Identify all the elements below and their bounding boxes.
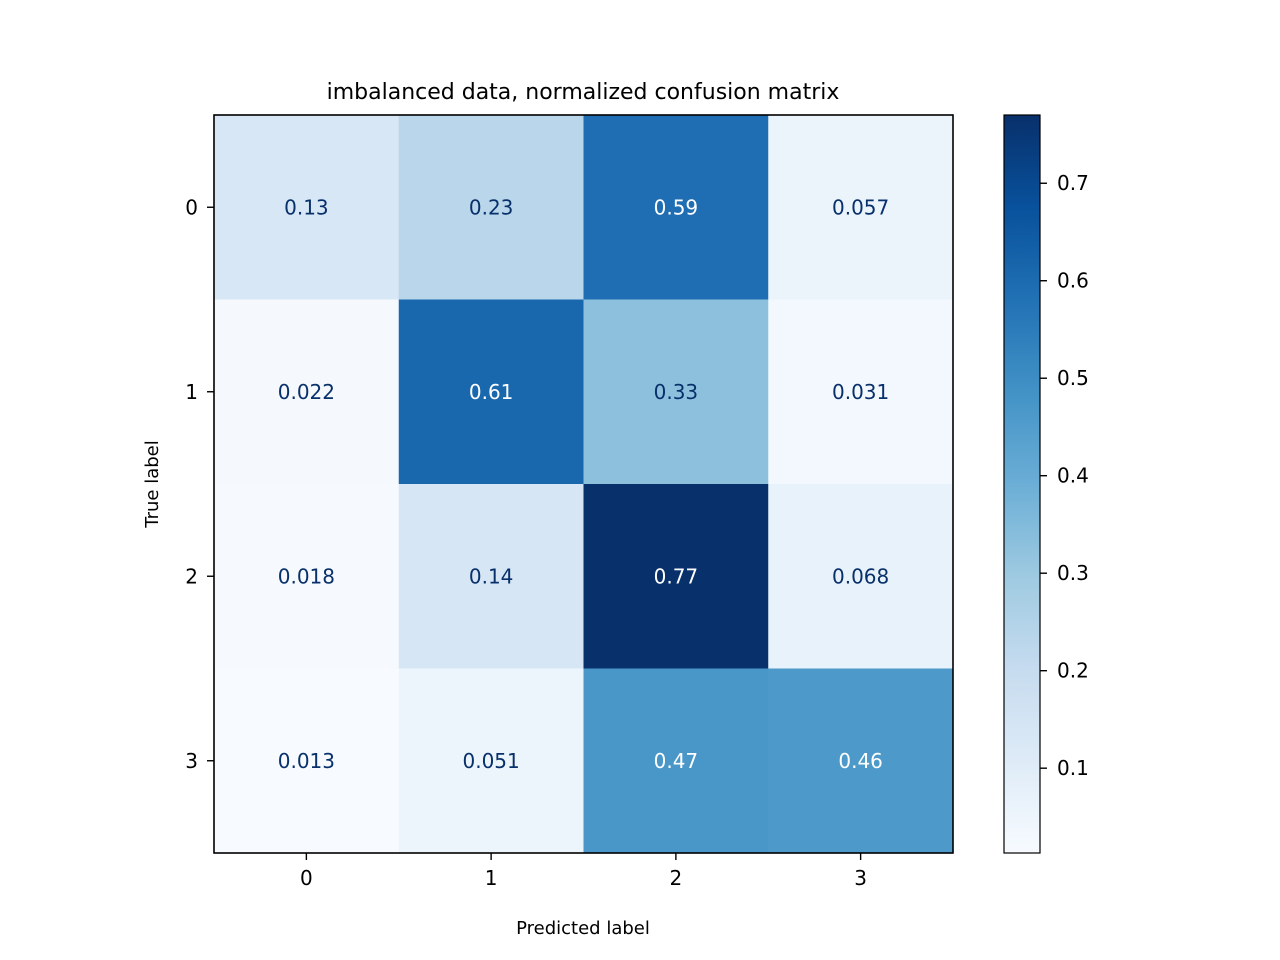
x-tick-label: 2	[670, 866, 683, 890]
colorbar-tick-label: 0.4	[1057, 464, 1089, 488]
heatmap-cell-r2-c2	[583, 484, 769, 669]
heatmap-cell-r1-c0	[214, 299, 400, 485]
cell-value-label: 0.47	[654, 749, 699, 773]
y-axis-label: True label	[142, 440, 163, 529]
cell-value-label: 0.051	[462, 749, 519, 773]
cell-value-label: 0.23	[469, 195, 514, 219]
heatmap-cell-r2-c3	[768, 484, 954, 669]
heatmap-cell-r0-c3	[768, 115, 954, 300]
cell-value-label: 0.33	[654, 380, 699, 404]
cell-value-label: 0.59	[654, 195, 699, 219]
colorbar-tick-label: 0.2	[1057, 659, 1089, 683]
heatmap-cell-r3-c3	[768, 668, 954, 854]
heatmap-cell-labels: 0.13 0.23 0.59 0.057 0.022 0.61 0.33 0.031 0.018…	[278, 195, 890, 773]
colorbar	[1003, 114, 1041, 854]
x-tick-label: 1	[485, 866, 498, 890]
heatmap-cell-r1-c3	[768, 299, 954, 485]
heatmap-cell-r1-c2	[583, 299, 769, 485]
heatmap-cell-r0-c2	[583, 115, 769, 300]
heatmap-cell-r0-c0	[214, 115, 400, 300]
cell-value-label: 0.018	[278, 564, 335, 588]
x-axis-label: Predicted label	[516, 918, 650, 939]
heatmap-cell-r1-c1	[398, 299, 584, 485]
cell-value-label: 0.46	[838, 749, 883, 773]
heatmap-cell-r3-c0	[214, 668, 400, 854]
x-axis-ticks: 0 1 2 3	[300, 853, 867, 890]
colorbar-tick-label: 0.7	[1057, 171, 1089, 195]
cell-value-label: 0.77	[654, 564, 699, 588]
heatmap-cell-r3-c1	[398, 668, 584, 854]
cell-value-label: 0.13	[284, 195, 329, 219]
heatmap-cell-r0-c1	[398, 115, 584, 300]
heatmap-cell-r2-c1	[398, 484, 584, 669]
colorbar-tick-label: 0.5	[1057, 366, 1089, 390]
cell-value-label: 0.013	[278, 749, 335, 773]
y-tick-label: 2	[185, 564, 198, 588]
x-tick-label: 0	[300, 866, 313, 890]
cell-value-label: 0.057	[832, 195, 889, 219]
colorbar-ticks: 0.1 0.2 0.3 0.4 0.5 0.6 0.7	[1040, 171, 1089, 780]
heatmap-cell-r3-c2	[583, 668, 769, 854]
chart-title: imbalanced data, normalized confusion ma…	[327, 80, 840, 105]
heatmap-cells	[214, 115, 954, 854]
cell-value-label: 0.022	[278, 380, 335, 404]
y-axis-ticks: 0 1 2 3	[185, 195, 214, 773]
x-tick-label: 3	[854, 866, 867, 890]
cell-value-label: 0.068	[832, 564, 889, 588]
y-tick-label: 0	[185, 195, 198, 219]
plot-frame	[213, 114, 954, 854]
y-tick-label: 3	[185, 749, 198, 773]
cell-value-label: 0.031	[832, 380, 889, 404]
y-tick-label: 1	[185, 380, 198, 404]
colorbar-tick-label: 0.1	[1057, 756, 1089, 780]
heatmap-cell-r2-c0	[214, 484, 400, 669]
colorbar-tick-label: 0.3	[1057, 561, 1089, 585]
cell-value-label: 0.14	[469, 564, 514, 588]
cell-value-label: 0.61	[469, 380, 514, 404]
colorbar-tick-label: 0.6	[1057, 269, 1089, 293]
